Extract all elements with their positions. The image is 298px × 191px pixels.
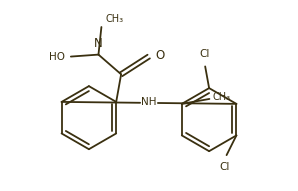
Text: CH₃: CH₃ [212,92,230,102]
Text: Cl: Cl [219,162,230,172]
Text: O: O [156,49,165,62]
Text: HO: HO [49,52,65,62]
Text: NH: NH [141,97,157,107]
Text: CH₃: CH₃ [105,14,123,24]
Text: N: N [94,37,103,50]
Text: Cl: Cl [199,49,209,59]
